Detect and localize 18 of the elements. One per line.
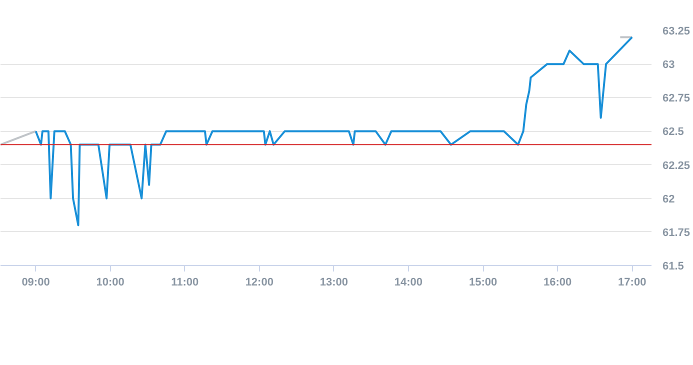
- x-tick-label: 15:00: [468, 276, 498, 288]
- y-tick-label: 63.25: [662, 26, 690, 38]
- y-tick-label: 61.75: [662, 226, 690, 239]
- line-series: [34, 36, 634, 226]
- x-tick-label: 14:00: [394, 276, 423, 288]
- x-tick-label: 13:00: [320, 276, 348, 288]
- y-tick-label: 62.75: [662, 92, 690, 105]
- y-tick-label: 62.5: [662, 126, 684, 138]
- x-tick-label: 10:00: [96, 276, 124, 288]
- x-tick-label: 11:00: [171, 276, 199, 288]
- x-tick-label: 12:00: [245, 276, 274, 288]
- x-tick-label: 09:00: [22, 276, 50, 288]
- y-tick-label: 62.25: [662, 160, 690, 172]
- y-tick-label: 63: [662, 59, 675, 72]
- y-tick-label: 61.5: [662, 260, 684, 272]
- x-tick-label: 17:00: [618, 276, 646, 288]
- y-tick-label: 62: [662, 193, 675, 206]
- x-tick-label: 16:00: [544, 276, 572, 288]
